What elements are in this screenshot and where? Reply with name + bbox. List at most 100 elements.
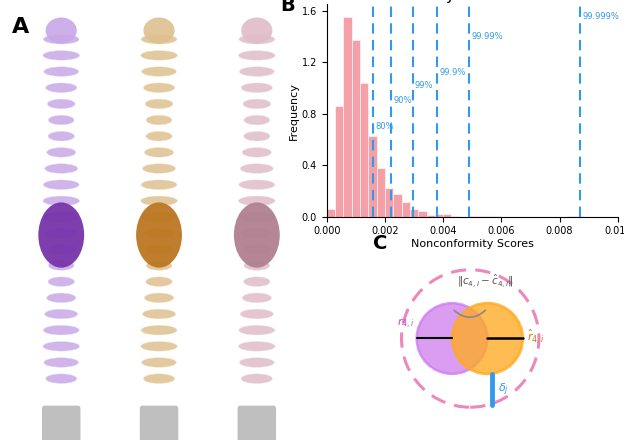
FancyBboxPatch shape bbox=[238, 406, 276, 443]
Bar bbox=[443, 214, 451, 217]
Text: $r_{4,i}$: $r_{4,i}$ bbox=[397, 317, 414, 331]
Ellipse shape bbox=[144, 374, 175, 384]
Ellipse shape bbox=[49, 261, 74, 270]
Ellipse shape bbox=[243, 131, 270, 141]
Ellipse shape bbox=[48, 115, 74, 125]
Ellipse shape bbox=[43, 341, 79, 351]
Ellipse shape bbox=[141, 180, 177, 190]
Ellipse shape bbox=[43, 51, 79, 60]
Ellipse shape bbox=[43, 325, 79, 335]
Text: B: B bbox=[280, 0, 295, 15]
Bar bbox=[343, 17, 352, 217]
Bar bbox=[360, 83, 368, 217]
Y-axis label: Frequency: Frequency bbox=[289, 82, 299, 139]
Ellipse shape bbox=[241, 228, 273, 238]
Text: 99.9%: 99.9% bbox=[440, 68, 466, 77]
FancyBboxPatch shape bbox=[42, 406, 80, 443]
Ellipse shape bbox=[144, 17, 175, 44]
Ellipse shape bbox=[43, 196, 79, 206]
Text: 99%: 99% bbox=[415, 81, 434, 90]
Ellipse shape bbox=[141, 35, 177, 44]
Ellipse shape bbox=[142, 212, 177, 222]
Ellipse shape bbox=[144, 293, 173, 303]
Text: 80%: 80% bbox=[376, 122, 394, 131]
Ellipse shape bbox=[240, 164, 273, 173]
Ellipse shape bbox=[239, 35, 275, 44]
Ellipse shape bbox=[45, 309, 78, 319]
X-axis label: Nonconformity Scores: Nonconformity Scores bbox=[411, 239, 534, 249]
Text: $\hat{r}_{4,i}$: $\hat{r}_{4,i}$ bbox=[527, 327, 545, 346]
Bar bbox=[451, 216, 460, 217]
Ellipse shape bbox=[144, 83, 175, 92]
Circle shape bbox=[234, 202, 280, 268]
Ellipse shape bbox=[142, 67, 177, 76]
Ellipse shape bbox=[46, 17, 77, 44]
Circle shape bbox=[38, 202, 84, 268]
Ellipse shape bbox=[241, 17, 273, 44]
Ellipse shape bbox=[48, 131, 74, 141]
FancyBboxPatch shape bbox=[140, 406, 178, 443]
Ellipse shape bbox=[238, 341, 275, 351]
Bar bbox=[402, 202, 410, 217]
Ellipse shape bbox=[144, 228, 175, 238]
Text: $\|c_{4,i} - \hat{c}_{4,i}\|$: $\|c_{4,i} - \hat{c}_{4,i}\|$ bbox=[457, 272, 513, 289]
Ellipse shape bbox=[238, 51, 275, 60]
Ellipse shape bbox=[141, 196, 177, 206]
Ellipse shape bbox=[141, 341, 177, 351]
Bar bbox=[352, 40, 360, 217]
Ellipse shape bbox=[146, 277, 172, 286]
Ellipse shape bbox=[46, 83, 77, 92]
Text: C: C bbox=[373, 234, 388, 254]
Ellipse shape bbox=[244, 261, 270, 270]
Ellipse shape bbox=[239, 325, 275, 335]
Ellipse shape bbox=[43, 35, 79, 44]
Ellipse shape bbox=[47, 147, 76, 157]
Bar bbox=[427, 215, 435, 217]
Ellipse shape bbox=[244, 115, 270, 125]
Ellipse shape bbox=[242, 147, 271, 157]
Ellipse shape bbox=[242, 293, 271, 303]
Text: $\delta_j$: $\delta_j$ bbox=[497, 381, 509, 398]
Ellipse shape bbox=[144, 147, 173, 157]
Ellipse shape bbox=[44, 212, 79, 222]
Bar bbox=[385, 188, 393, 217]
Ellipse shape bbox=[240, 358, 274, 367]
Bar bbox=[327, 209, 335, 217]
Bar bbox=[377, 168, 385, 217]
Ellipse shape bbox=[145, 99, 173, 109]
Ellipse shape bbox=[48, 277, 74, 286]
Ellipse shape bbox=[141, 325, 177, 335]
Ellipse shape bbox=[240, 212, 274, 222]
Ellipse shape bbox=[243, 245, 271, 254]
Ellipse shape bbox=[46, 374, 77, 384]
Ellipse shape bbox=[46, 228, 77, 238]
Ellipse shape bbox=[47, 99, 75, 109]
Ellipse shape bbox=[43, 180, 79, 190]
Ellipse shape bbox=[238, 196, 275, 206]
Bar bbox=[368, 136, 377, 217]
Ellipse shape bbox=[142, 309, 175, 319]
Circle shape bbox=[136, 202, 182, 268]
Text: 99.999%: 99.999% bbox=[582, 12, 619, 20]
Circle shape bbox=[417, 303, 487, 374]
Text: 99.99%: 99.99% bbox=[472, 32, 504, 41]
Bar bbox=[435, 214, 443, 217]
Bar bbox=[410, 209, 418, 217]
Bar bbox=[418, 211, 427, 217]
Ellipse shape bbox=[45, 164, 78, 173]
Bar bbox=[393, 194, 402, 217]
Ellipse shape bbox=[142, 164, 175, 173]
Ellipse shape bbox=[142, 358, 177, 367]
Title: Joint 4: Joint 4 bbox=[448, 0, 496, 3]
Ellipse shape bbox=[239, 180, 275, 190]
Ellipse shape bbox=[146, 261, 172, 270]
Ellipse shape bbox=[240, 67, 274, 76]
Ellipse shape bbox=[47, 293, 76, 303]
Bar bbox=[335, 106, 343, 217]
Ellipse shape bbox=[146, 131, 172, 141]
Circle shape bbox=[452, 303, 523, 374]
Ellipse shape bbox=[243, 277, 270, 286]
Ellipse shape bbox=[240, 309, 273, 319]
Ellipse shape bbox=[243, 99, 271, 109]
Ellipse shape bbox=[145, 245, 173, 254]
